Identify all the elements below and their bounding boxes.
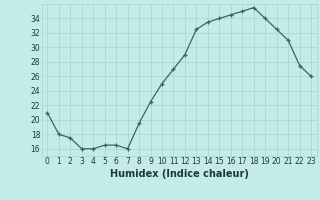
X-axis label: Humidex (Indice chaleur): Humidex (Indice chaleur) xyxy=(110,169,249,179)
